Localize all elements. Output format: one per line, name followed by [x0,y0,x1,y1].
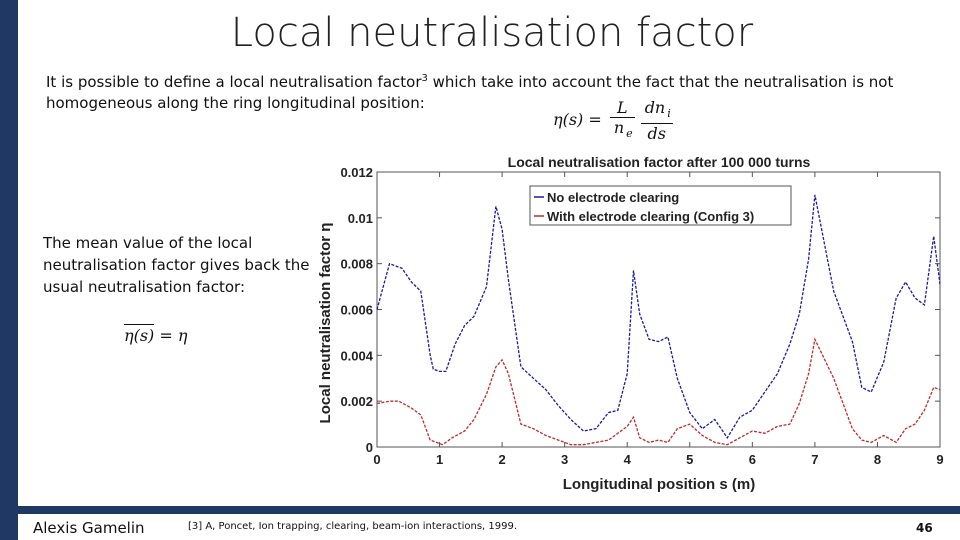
x-tick-label: 3 [561,452,568,467]
slide-title: Local neutralisation factor [230,10,754,56]
legend-box [529,185,792,226]
x-axis-label: Longitudinal position s (m) [563,476,755,493]
x-tick-label: 1 [436,452,443,467]
plot-area: 0 1 2 3 4 5 6 7 8 9 0 0.002 0.004 0.006 0.008 0.01 0.012… [340,165,943,467]
y-tick-label: 0.008 [340,257,373,272]
x-tick-label: 0 [373,452,380,467]
y-tick-label: 0.012 [340,165,373,180]
fraction-dni-over-ds: dn i ds [640,98,673,144]
x-tick-label: 8 [874,452,881,467]
numerator-subscript: i [667,107,671,121]
legend-entry-1: No electrode clearing [547,190,679,205]
formula-lhs: η(s) = [553,110,607,130]
footer-reference: [3] A, Poncet, Ion trapping, clearing, b… [188,521,518,532]
intro-text-start: It is possible to define a local neutral… [46,73,422,91]
x-tick-label: 7 [811,452,818,467]
numerator-symbol: dn [644,98,666,117]
page-number: 46 [916,521,933,535]
x-tick-label: 5 [686,452,693,467]
denominator-symbol: n [613,118,625,137]
legend-entry-2: With electrode clearing (Config 3) [547,209,754,224]
x-tick-label: 2 [498,452,505,467]
y-tick-label: 0 [366,440,373,455]
y-tick-label: 0.002 [340,394,373,409]
fraction-numerator: L [609,98,635,118]
chart-title: Local neutralisation factor after 100 00… [508,154,811,170]
footer-accent-bar [18,506,960,514]
fraction-denominator-2: ds [647,124,666,144]
x-tick-label: 4 [624,452,632,467]
y-tick-label: 0.01 [348,211,373,226]
mean-formula-rhs: = η [154,326,188,345]
mean-value-text: The mean value of the local neutralisati… [43,234,310,296]
reference-superscript: 3 [421,73,428,84]
y-tick-label: 0.004 [340,348,373,363]
x-tick-label: 6 [749,452,756,467]
series-line-1 [376,194,941,439]
neutralisation-chart: Local neutralisation factor after 100 00… [317,154,944,493]
series-line-2 [376,337,941,446]
y-axis-label: Local neutralisation factor η [317,223,334,424]
x-tick-label: 9 [936,452,943,467]
fraction-numerator-2: dn i [640,98,673,125]
y-tick-label: 0.006 [340,303,373,318]
mean-formula: η(s) = η [124,324,188,345]
denominator-subscript: e [626,127,633,141]
intro-text-end: which take into account the fact that th… [46,73,894,112]
left-accent-bar [0,0,18,540]
intro-text: It is possible to define a local neutral… [46,68,926,114]
mean-formula-lhs: η(s) [124,324,155,345]
footer-author: Alexis Gamelin [33,519,145,537]
